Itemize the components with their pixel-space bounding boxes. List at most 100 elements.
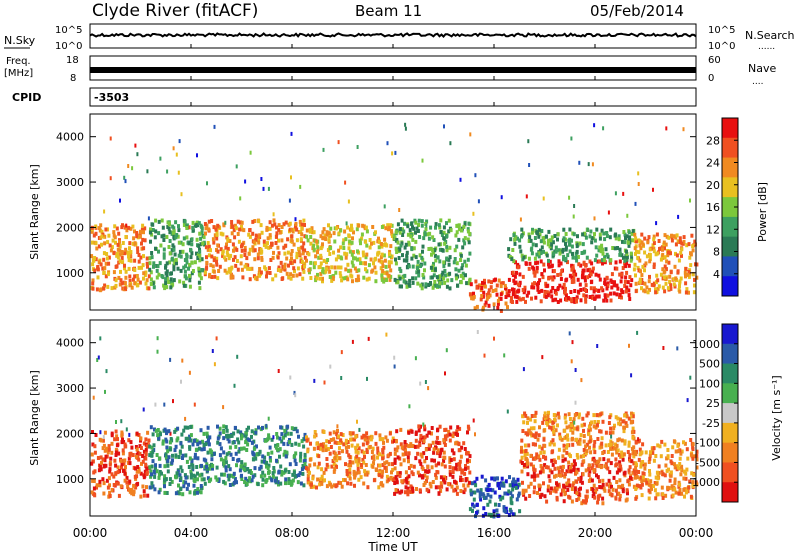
scatter-cell <box>196 487 200 491</box>
scatter-cell <box>567 412 571 417</box>
scatter-cell <box>200 472 204 477</box>
scatter-cell <box>611 487 615 492</box>
scatter-cell <box>165 235 169 239</box>
scatter-cell <box>530 251 534 256</box>
scatter-cell <box>427 283 431 287</box>
scatter-cell <box>420 454 424 459</box>
scatter-cell <box>656 443 660 448</box>
scatter-cell <box>431 480 435 484</box>
scatter-cell <box>427 489 431 494</box>
scatter-cell <box>527 428 531 433</box>
scatter-cell <box>546 242 550 247</box>
scatter-cell <box>304 466 308 471</box>
station-title: Clyde River (fitACF) <box>92 1 258 21</box>
scatter-cell <box>576 441 580 446</box>
scatter-cell <box>310 482 313 487</box>
scatter-cell <box>163 464 167 469</box>
scatter-cell <box>429 281 432 285</box>
scatter-cell <box>155 275 159 280</box>
scatter-cell <box>632 461 636 466</box>
scatter-cell <box>524 457 528 461</box>
scatter-cell <box>180 444 184 449</box>
scatter-cell <box>511 480 515 485</box>
scatter-cell <box>691 484 695 488</box>
freq-tick-18: 18 <box>66 55 79 66</box>
scatter-cell <box>335 226 339 231</box>
scatter-cell <box>539 494 543 499</box>
scatter-cell <box>522 255 526 260</box>
scatter-cell <box>412 464 416 469</box>
scatter-cell <box>365 447 369 452</box>
scatter-cell <box>320 481 324 486</box>
scatter-cell <box>112 474 116 479</box>
scatter-cell <box>455 244 459 249</box>
scatter-cell <box>563 413 567 418</box>
scatter-cell <box>577 487 581 492</box>
scatter-cell <box>200 226 204 231</box>
scatter-cell <box>174 491 178 496</box>
scatter-cell <box>677 214 680 219</box>
scatter-cell <box>504 301 508 306</box>
scatter-cell <box>513 290 517 295</box>
scatter-cell <box>517 491 521 496</box>
scatter-cell <box>128 253 132 258</box>
scatter-cell <box>176 436 180 441</box>
scatter-cell <box>407 489 411 494</box>
scatter-cell <box>507 247 511 252</box>
scatter-cell <box>299 257 303 262</box>
scatter-cell <box>187 465 191 469</box>
scatter-cell <box>635 483 639 488</box>
scatter-cell <box>516 236 519 241</box>
scatter-cell <box>582 499 585 504</box>
scatter-cell <box>205 255 208 260</box>
scatter-cell <box>417 223 420 227</box>
scatter-cell <box>604 443 608 448</box>
scatter-cell <box>537 251 541 256</box>
scatter-cell <box>510 296 513 300</box>
scatter-cell <box>575 453 579 457</box>
scatter-cell <box>263 438 267 443</box>
scatter-cell <box>621 487 625 492</box>
scatter-cell <box>606 293 610 298</box>
scatter-cell <box>222 472 226 477</box>
colorbar-tick-label: 25 <box>706 397 720 410</box>
scatter-cell <box>618 251 622 256</box>
scatter-cell <box>689 198 691 203</box>
scatter-cell <box>285 271 289 276</box>
scatter-cell <box>248 228 252 232</box>
scatter-cell <box>597 273 601 278</box>
scatter-cell <box>589 450 593 455</box>
scatter-cell <box>551 420 555 425</box>
scatter-cell <box>529 426 533 431</box>
scatter-cell <box>234 263 238 268</box>
scatter-cell <box>238 227 242 232</box>
scatter-cell <box>630 231 634 236</box>
scatter-cell <box>486 488 490 492</box>
scatter-cell <box>563 290 567 295</box>
scatter-cell <box>243 253 247 257</box>
scatter-cell <box>442 459 446 463</box>
scatter-cell <box>379 266 383 271</box>
scatter-cell <box>247 232 251 237</box>
scatter-cell <box>421 273 425 277</box>
scatter-cell <box>365 431 369 436</box>
scatter-cell <box>364 470 368 475</box>
scatter-cell <box>600 228 604 233</box>
scatter-cell <box>93 444 97 449</box>
scatter-cell <box>507 289 511 294</box>
scatter-cell <box>483 278 486 283</box>
scatter-cell <box>664 463 668 468</box>
scatter-cell <box>541 420 545 425</box>
scatter-cell <box>189 472 193 477</box>
scatter-cell <box>129 226 133 231</box>
scatter-cell <box>91 442 95 447</box>
scatter-cell <box>442 236 446 241</box>
scatter-cell <box>562 227 566 232</box>
scatter-cell <box>538 425 541 430</box>
scatter-cell <box>598 277 602 282</box>
scatter-cell <box>411 225 414 230</box>
scatter-cell <box>161 441 165 446</box>
scatter-cell <box>663 269 667 274</box>
freq-label-line1: Freq. <box>6 56 31 67</box>
